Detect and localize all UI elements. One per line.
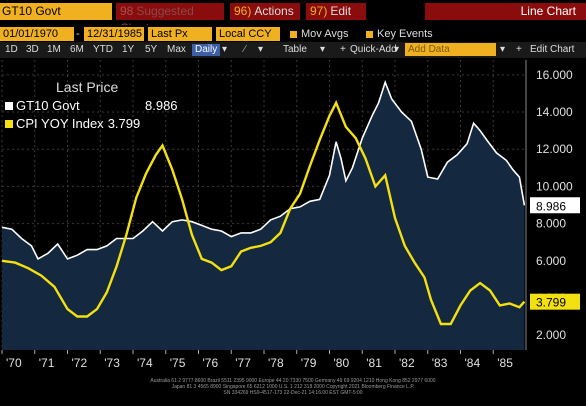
checkbox-icon xyxy=(290,30,297,38)
legend-value: 8.986 xyxy=(145,98,178,113)
end-date-field[interactable]: 12/31/1985 xyxy=(84,27,144,41)
actions-button[interactable]: 96) Actions xyxy=(230,3,300,20)
field-select[interactable]: Last Px xyxy=(148,27,212,41)
plus-icon[interactable]: + xyxy=(340,44,346,55)
line-chart[interactable]: 2.0004.0006.0008.00010.00012.00014.00016… xyxy=(0,58,586,378)
x-tick-label: '81 xyxy=(366,356,382,370)
x-tick-label: '77 xyxy=(235,356,251,370)
gt10-series-line xyxy=(1,79,526,261)
period-1y[interactable]: 1Y xyxy=(122,44,135,55)
y-tick-label: 10.000 xyxy=(536,179,573,193)
last-value-labels: 8.986 3.799 xyxy=(530,197,580,310)
edit-chart-button[interactable]: Edit Chart xyxy=(530,44,575,55)
quick-add-button[interactable]: Quick-Add xyxy=(350,44,397,55)
y-tick-label: 2.000 xyxy=(536,328,566,342)
x-tick-label: '71 xyxy=(39,356,55,370)
y-tick-label: 8.000 xyxy=(536,217,566,231)
suggested-number: 98 xyxy=(120,4,134,18)
last-value-badge xyxy=(530,197,580,214)
legend-name: GT10 Govt xyxy=(16,98,80,113)
period-max[interactable]: Max xyxy=(167,44,186,55)
last-value-badge xyxy=(530,293,580,310)
line-style-icon[interactable]: ⁄ xyxy=(244,44,246,55)
footer-line-3: SN 334269 HS9-4517-173 22-Dec-21 14:16:0… xyxy=(223,390,363,396)
x-tick-label: '70 xyxy=(6,356,22,370)
period-3d[interactable]: 3D xyxy=(26,44,39,55)
key-events-toggle[interactable]: Key Events xyxy=(366,27,433,41)
x-tick-label: '82 xyxy=(399,356,415,370)
x-tick-label: '83 xyxy=(432,356,448,370)
x-tick-label: '85 xyxy=(497,356,513,370)
mov-avgs-label: Mov Avgs xyxy=(301,28,349,40)
chevron-down-icon[interactable]: ▾ xyxy=(394,44,400,55)
checkbox-icon xyxy=(366,30,373,38)
view-title: Line Chart xyxy=(424,3,586,20)
edit-button[interactable]: 97) Edit xyxy=(306,3,366,20)
legend-item-gt10: GT10 Govt 8.986 xyxy=(5,98,178,113)
legend-value: 3.799 xyxy=(107,116,141,131)
period-5y[interactable]: 5Y xyxy=(145,44,158,55)
start-date-field[interactable]: 01/01/1970 xyxy=(0,27,74,41)
cpi-series-line xyxy=(1,99,526,326)
footer-line-2: Japan 81 3 4565 8900 Singapore 65 6212 1… xyxy=(171,384,415,390)
x-tick-label: '78 xyxy=(268,356,284,370)
legend-item-cpi: CPI YOY Index 3.799 xyxy=(5,116,140,131)
period-toolbar: 1D 3D 1M 6M YTD 1Y 5Y Max Daily ▾ ⁄ ▾ Ta… xyxy=(0,42,586,58)
chevron-down-icon[interactable]: ▾ xyxy=(320,44,326,55)
edit-label: Edit xyxy=(330,4,352,18)
chevron-down-icon[interactable]: ▾ xyxy=(222,44,228,55)
period-1m[interactable]: 1M xyxy=(47,44,61,55)
y-tick-label: 16.000 xyxy=(536,68,573,82)
legend-title: Last Price xyxy=(56,79,119,95)
footer-line-1: Australia 61 2 9777 8600 Brazil 5511 239… xyxy=(150,378,436,384)
mov-avgs-toggle[interactable]: Mov Avgs xyxy=(290,27,349,41)
gt10-area-fill xyxy=(2,82,525,351)
x-tick-label: '75 xyxy=(170,356,186,370)
chevron-down-icon[interactable]: ▾ xyxy=(258,44,264,55)
period-ytd[interactable]: YTD xyxy=(93,44,113,55)
plus-icon[interactable]: + xyxy=(516,44,522,55)
y-tick-label: 6.000 xyxy=(536,254,566,268)
settings-row: 01/01/1970 - 12/31/1985 Last Px Local CC… xyxy=(0,25,586,42)
x-tick-label: '73 xyxy=(104,356,120,370)
period-6m[interactable]: 6M xyxy=(70,44,84,55)
x-tick-label: '80 xyxy=(334,356,350,370)
actions-label: Actions xyxy=(254,4,294,18)
x-tick-label: '72 xyxy=(72,356,88,370)
currency-select[interactable]: Local CCY xyxy=(216,27,280,41)
x-tick-label: '79 xyxy=(301,356,317,370)
last-value-label: 8.986 xyxy=(536,199,566,213)
x-tick-label: '84 xyxy=(465,356,481,370)
chevron-down-icon[interactable]: ▾ xyxy=(500,44,506,55)
x-axis: '70 '71 '72 '73 '74 '75 '76 '77 '78 '79 '80 '81 '82 '… xyxy=(1,350,513,370)
actions-number: 96) xyxy=(234,4,252,18)
footer: Australia 61 2 9777 8600 Brazil 5511 239… xyxy=(0,378,586,406)
edit-number: 97) xyxy=(310,4,328,18)
last-value-label: 3.799 xyxy=(536,296,566,310)
frequency-select[interactable]: Daily xyxy=(192,44,221,56)
table-button[interactable]: Table xyxy=(283,44,307,55)
add-data-input[interactable]: Add Data xyxy=(405,43,496,56)
key-events-label: Key Events xyxy=(377,28,433,40)
legend-swatch xyxy=(5,120,13,128)
y-tick-label: 14.000 xyxy=(536,105,573,119)
date-separator-icon: - xyxy=(76,28,80,40)
ticker-field[interactable]: GT10 Govt xyxy=(0,3,112,20)
legend-swatch xyxy=(5,102,13,110)
period-1d[interactable]: 1D xyxy=(5,44,18,55)
legend-name: CPI YOY Index xyxy=(16,116,104,131)
x-tick-label: '74 xyxy=(137,356,153,370)
x-tick-label: '76 xyxy=(203,356,219,370)
y-tick-label: 12.000 xyxy=(536,142,573,156)
